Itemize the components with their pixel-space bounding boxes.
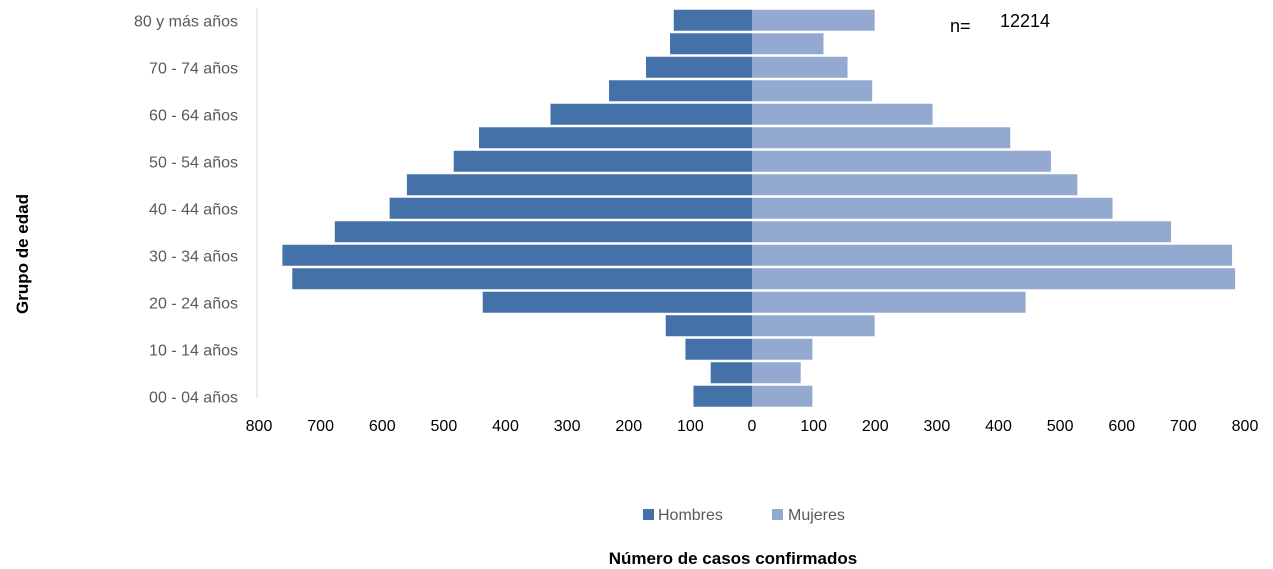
- legend: Hombres Mujeres: [643, 507, 845, 524]
- x-tick-label: 800: [1232, 418, 1259, 435]
- x-tick-label: 500: [431, 418, 458, 435]
- bar-mujeres-6: [752, 244, 1233, 266]
- bar-mujeres-15: [752, 33, 824, 55]
- bar-hombres-5: [292, 268, 752, 290]
- bar-hombres-9: [406, 174, 752, 196]
- category-label: 60 - 64 años: [149, 107, 238, 124]
- x-tick-label: 600: [369, 418, 396, 435]
- category-label: 10 - 14 años: [149, 342, 238, 359]
- bar-mujeres-10: [752, 150, 1051, 172]
- bar-hombres-4: [482, 291, 752, 313]
- bar-mujeres-14: [752, 56, 848, 78]
- x-tick-label: 800: [246, 418, 273, 435]
- x-tick-label: 500: [1047, 418, 1074, 435]
- bar-hombres-12: [550, 103, 752, 125]
- category-label: 00 - 04 años: [149, 389, 238, 406]
- category-label: 50 - 54 años: [149, 154, 238, 171]
- category-label: 30 - 34 años: [149, 248, 238, 265]
- bar-mujeres-0: [752, 385, 813, 407]
- category-label: 80 y más años: [134, 13, 238, 30]
- bar-mujeres-9: [752, 174, 1078, 196]
- category-labels: 00 - 04 años 10 - 14 años 20 - 24 años 30 -…: [134, 13, 238, 406]
- legend-label-mujeres: Mujeres: [788, 507, 845, 524]
- bar-mujeres-13: [752, 80, 873, 102]
- bar-mujeres-5: [752, 268, 1236, 290]
- mujeres-series: [752, 9, 1236, 407]
- x-tick-label: 700: [1170, 418, 1197, 435]
- bar-mujeres-7: [752, 221, 1172, 243]
- n-label: n=: [950, 16, 971, 36]
- y-axis-title: Grupo de edad: [13, 194, 32, 314]
- bar-hombres-13: [609, 80, 752, 102]
- category-label: 20 - 24 años: [149, 295, 238, 312]
- bar-mujeres-8: [752, 197, 1113, 219]
- x-tick-label: 300: [554, 418, 581, 435]
- bar-hombres-10: [453, 150, 752, 172]
- bar-hombres-14: [646, 56, 752, 78]
- bar-mujeres-1: [752, 362, 801, 384]
- x-tick-label: 700: [307, 418, 334, 435]
- x-tick-labels: 800 700 600 500 400 300 200 100 0 100 200 300 400 500…: [246, 418, 1259, 435]
- x-tick-label: 200: [615, 418, 642, 435]
- bar-mujeres-4: [752, 291, 1026, 313]
- x-tick-label: 300: [924, 418, 951, 435]
- category-label: 40 - 44 años: [149, 201, 238, 218]
- bar-hombres-8: [389, 197, 752, 219]
- bar-mujeres-11: [752, 127, 1011, 149]
- n-value: 12214: [1000, 11, 1050, 31]
- bar-hombres-0: [693, 385, 752, 407]
- legend-swatch-hombres: [643, 509, 654, 520]
- bar-hombres-2: [685, 338, 752, 360]
- legend-swatch-mujeres: [772, 509, 783, 520]
- bar-mujeres-2: [752, 338, 813, 360]
- category-label: 70 - 74 años: [149, 60, 238, 77]
- bar-mujeres-12: [752, 103, 933, 125]
- x-tick-label: 600: [1108, 418, 1135, 435]
- x-tick-label: 400: [985, 418, 1012, 435]
- bar-hombres-11: [479, 127, 752, 149]
- x-tick-label: 0: [748, 418, 757, 435]
- x-tick-label: 100: [677, 418, 704, 435]
- legend-label-hombres: Hombres: [658, 507, 723, 524]
- bar-hombres-15: [670, 33, 752, 55]
- bar-hombres-1: [710, 362, 752, 384]
- x-tick-label: 400: [492, 418, 519, 435]
- x-tick-label: 100: [800, 418, 827, 435]
- bar-mujeres-3: [752, 315, 875, 337]
- bar-hombres-7: [334, 221, 752, 243]
- hombres-series: [282, 9, 752, 407]
- bar-mujeres-16: [752, 9, 875, 31]
- bar-hombres-3: [665, 315, 752, 337]
- bar-hombres-16: [673, 9, 752, 31]
- bar-hombres-6: [282, 244, 752, 266]
- x-axis-title: Número de casos confirmados: [609, 549, 857, 568]
- x-tick-label: 200: [862, 418, 889, 435]
